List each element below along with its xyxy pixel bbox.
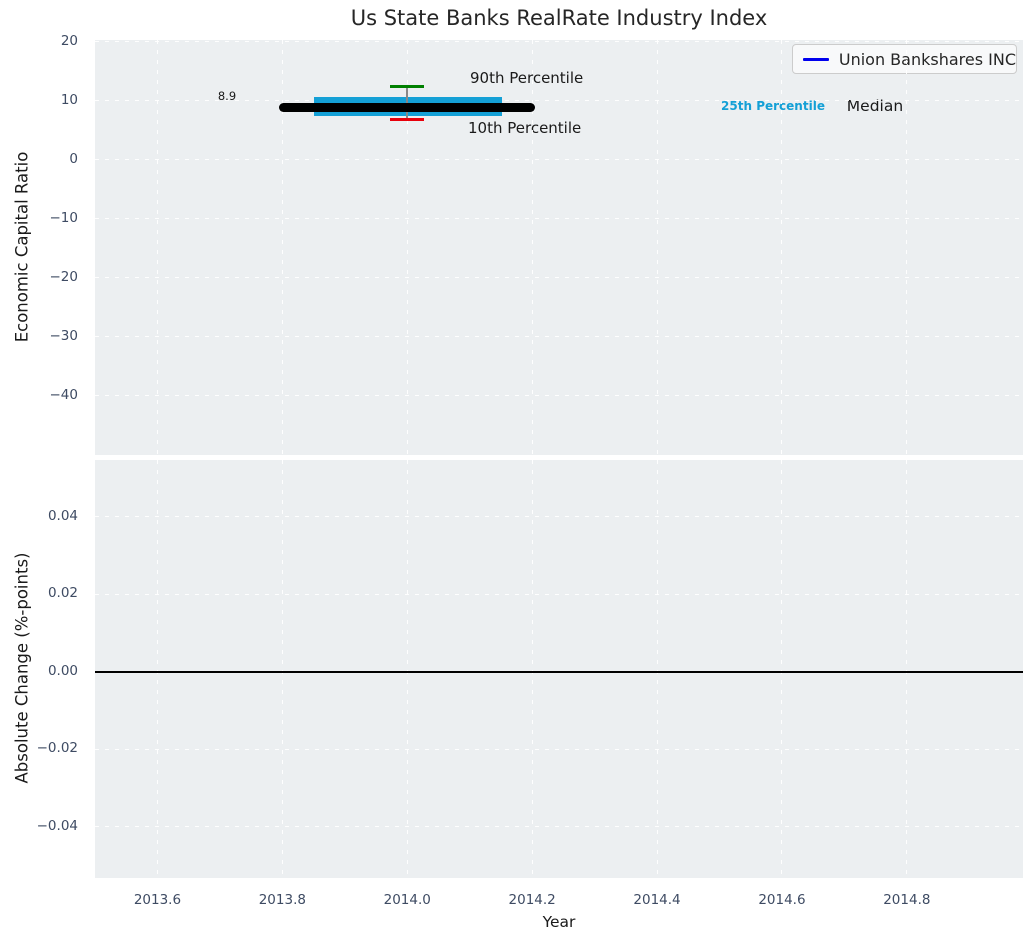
gridline-horizontal <box>95 100 1023 102</box>
y-tick-label: 0.02 <box>47 585 78 602</box>
chart-title: Us State Banks RealRate Industry Index <box>350 6 768 30</box>
x-tick-label: 2014.0 <box>383 892 431 908</box>
p90-cap <box>390 84 425 88</box>
gridline-vertical <box>531 460 533 878</box>
y-tick-label: 0 <box>69 150 78 167</box>
gridline-horizontal <box>95 41 1023 43</box>
gridline-vertical <box>281 40 283 455</box>
y-tick-label: 0.00 <box>47 662 78 679</box>
y-tick-label: 10 <box>60 91 78 108</box>
p90-annotation: 90th Percentile <box>470 69 584 87</box>
gridline-horizontal <box>95 593 1023 595</box>
legend-label: Union Bankshares INC <box>838 49 1016 69</box>
gridline-vertical <box>906 460 908 878</box>
y-tick-label: −10 <box>49 209 79 226</box>
gridline-vertical <box>781 460 783 878</box>
gridline-vertical <box>781 40 783 455</box>
gridline-horizontal <box>95 748 1023 750</box>
gridline-vertical <box>156 40 158 455</box>
median-annotation: Median <box>846 97 904 115</box>
y-tick-label: −30 <box>49 327 79 344</box>
zero-line <box>95 671 1023 673</box>
top-y-axis-label: Economic Capital Ratio <box>12 151 32 343</box>
y-tick-label: −40 <box>49 386 79 403</box>
y-tick-label: −0.02 <box>36 740 78 757</box>
gridline-horizontal <box>95 826 1023 828</box>
gridline-vertical <box>656 40 658 455</box>
gridline-vertical <box>656 460 658 878</box>
top-axes-panel <box>95 40 1023 455</box>
x-tick-label: 2014.4 <box>633 892 681 908</box>
x-tick-label: 2014.6 <box>758 892 806 908</box>
p25-annotation: 25th Percentile <box>721 99 825 113</box>
gridline-horizontal <box>95 218 1023 220</box>
gridline-horizontal <box>95 516 1023 518</box>
median-value-annotation: 8.9 <box>217 89 237 103</box>
legend: Union Bankshares INC <box>792 44 1017 74</box>
p10-cap <box>390 118 425 122</box>
x-tick-label: 2014.8 <box>883 892 931 908</box>
p10-annotation: 10th Percentile <box>468 119 582 137</box>
gridline-horizontal <box>95 395 1023 397</box>
gridline-vertical <box>406 40 408 455</box>
bottom-axes-panel <box>95 460 1023 878</box>
x-tick-label: 2013.8 <box>258 892 306 908</box>
x-axis-label: Year <box>542 913 576 931</box>
gridline-vertical <box>156 460 158 878</box>
x-tick-label: 2013.6 <box>133 892 182 908</box>
gridline-horizontal <box>95 159 1023 161</box>
gridline-horizontal <box>95 277 1023 279</box>
gridline-horizontal <box>95 336 1023 338</box>
y-tick-label: 20 <box>60 32 78 49</box>
gridline-vertical <box>906 40 908 455</box>
y-tick-label: 0.04 <box>47 507 78 524</box>
y-tick-label: −0.04 <box>36 817 78 834</box>
legend-line-sample <box>803 57 829 61</box>
x-tick-label: 2014.2 <box>508 892 556 908</box>
gridline-vertical <box>531 40 533 455</box>
gridline-vertical <box>281 460 283 878</box>
y-tick-label: −20 <box>49 268 79 285</box>
median-line <box>279 102 536 112</box>
gridline-vertical <box>406 460 408 878</box>
